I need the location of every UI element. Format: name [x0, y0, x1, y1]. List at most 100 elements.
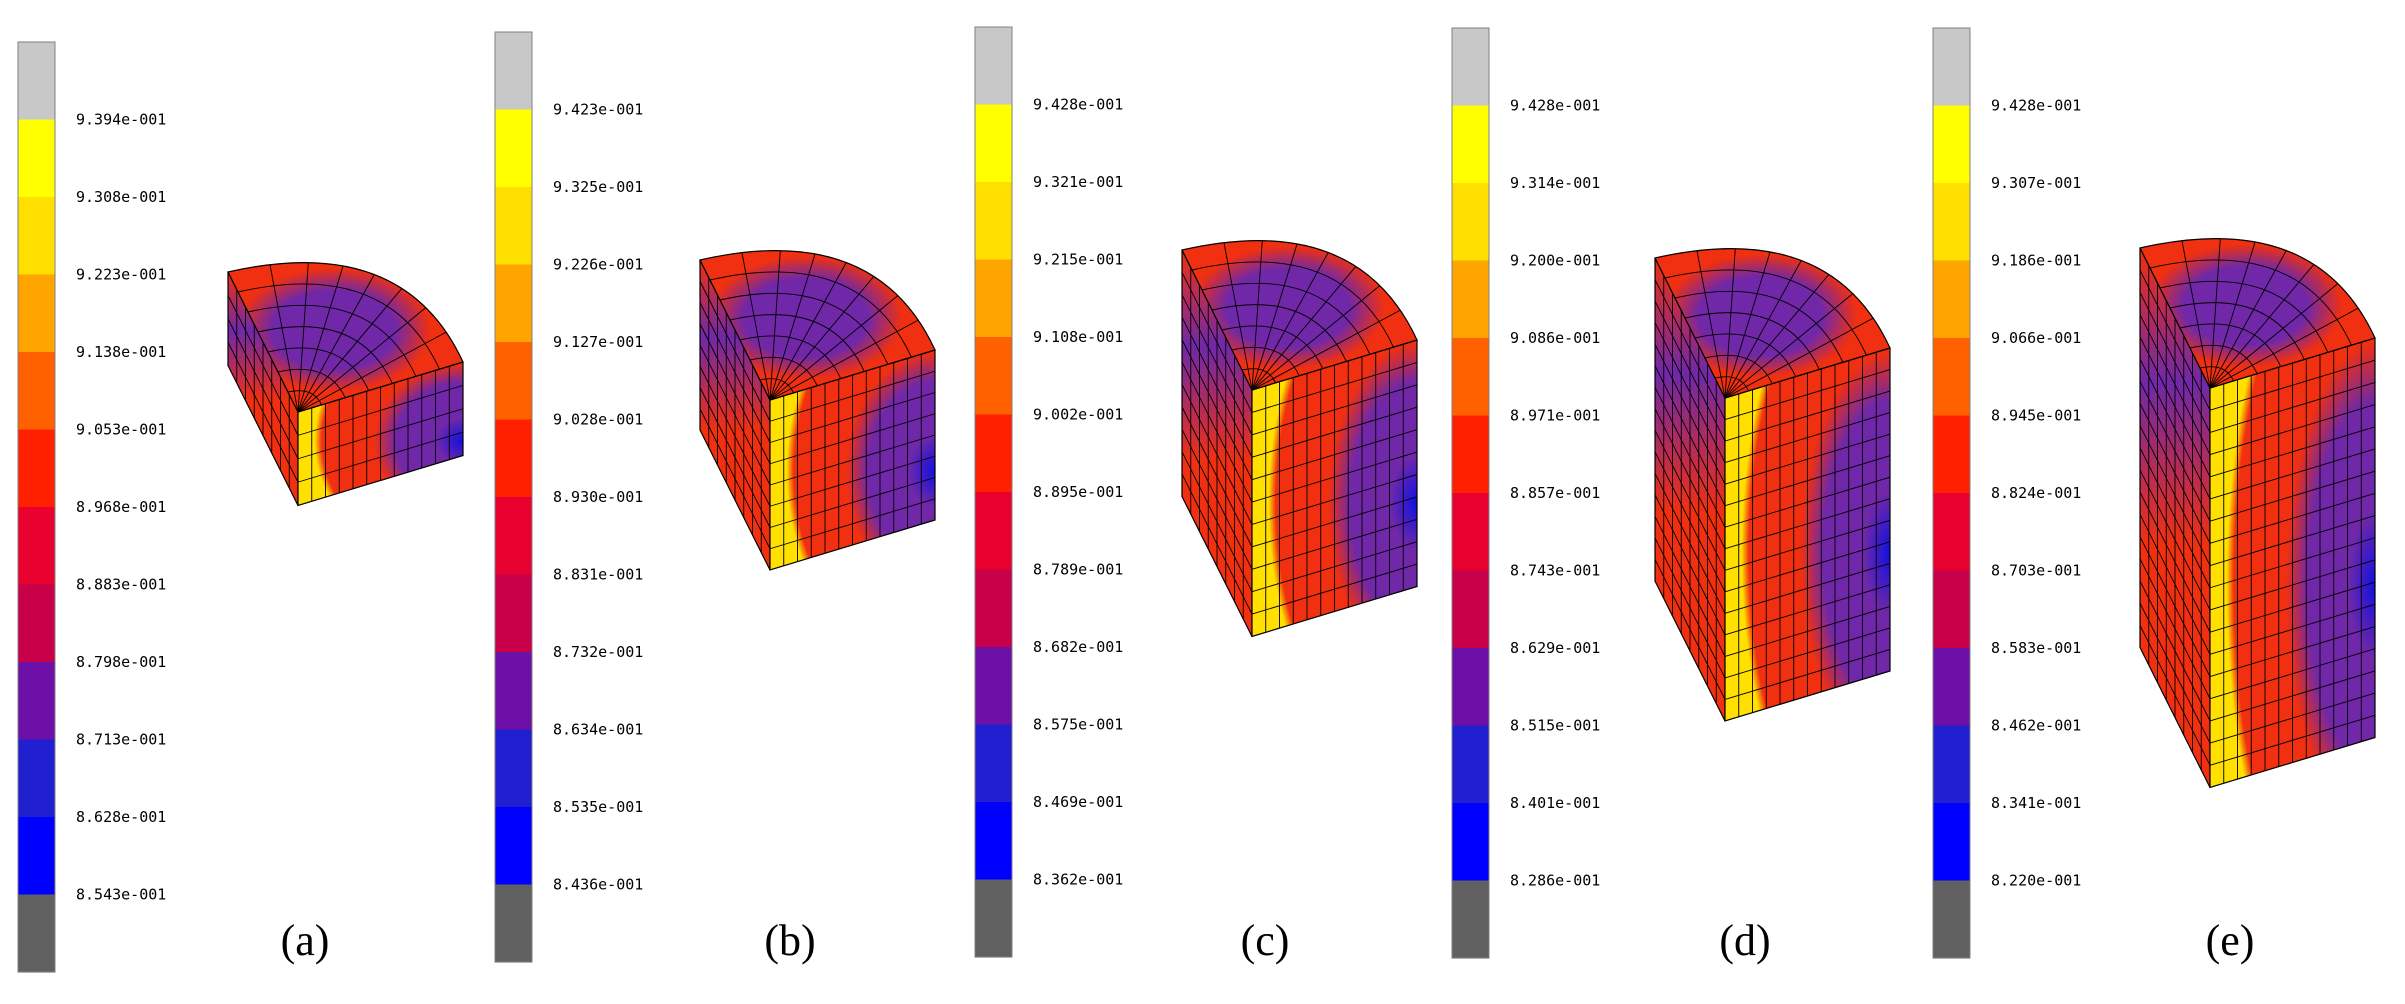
mesh-cylinder	[699, 250, 936, 571]
mesh-grid	[1181, 240, 1418, 633]
colorbar-tick-label: 8.968e-001	[76, 498, 166, 516]
panel-label: (b)	[764, 916, 815, 965]
colorbar-segment	[1452, 648, 1489, 727]
colorbar-frame	[1932, 27, 1971, 959]
colorbar-tick-label: 9.394e-001	[76, 111, 166, 129]
panel-a: 9.394e-001 9.308e-001 9.223e-001 9.138e-001…	[17, 41, 464, 973]
colorbar-segment	[1452, 338, 1489, 417]
colorbar-segment	[495, 342, 532, 421]
colorbar-segment	[1452, 183, 1489, 262]
colorbar-segment	[18, 662, 55, 741]
colorbar-frame	[17, 41, 56, 973]
colorbar-tick-label: 8.883e-001	[76, 576, 166, 594]
colorbar-tick-label: 8.401e-001	[1510, 794, 1600, 812]
panel-label: (d)	[1719, 916, 1770, 965]
colorbar-segment	[1452, 415, 1489, 494]
colorbar-tick-label: 8.634e-001	[553, 721, 643, 739]
colorbar-tick-label: 9.108e-001	[1033, 328, 1123, 346]
colorbar-tick-label: 8.798e-001	[76, 653, 166, 671]
mesh-grid	[699, 250, 936, 566]
colorbar-segment	[495, 109, 532, 188]
colorbar-segment	[495, 729, 532, 808]
colorbar-segment	[1933, 570, 1970, 649]
colorbar-tick-label: 8.535e-001	[553, 798, 643, 816]
colorbar-segment	[18, 119, 55, 198]
colorbar-segment	[975, 802, 1012, 881]
colorbar-frame	[494, 31, 533, 963]
colorbar-segment	[1452, 880, 1489, 959]
colorbar-tick-label: 9.321e-001	[1033, 173, 1123, 191]
colorbar-segment	[1933, 105, 1970, 184]
colorbar-segment	[495, 884, 532, 963]
colorbar-segment	[1452, 493, 1489, 572]
colorbar-tick-label: 8.857e-001	[1510, 484, 1600, 502]
colorbar-tick-label: 9.127e-001	[553, 333, 643, 351]
colorbar-tick-label: 8.462e-001	[1991, 717, 2081, 735]
panel-d: 9.428e-001 9.314e-001 9.200e-001 9.086e-001…	[1451, 27, 1891, 965]
colorbar-tick-label: 9.053e-001	[76, 421, 166, 439]
colorbar-segment	[1452, 725, 1489, 804]
colorbar-tick-label: 9.223e-001	[76, 266, 166, 284]
colorbar-tick-label: 8.575e-001	[1033, 716, 1123, 734]
colorbar-tick-label: 9.066e-001	[1991, 329, 2081, 347]
colorbar-segment	[1933, 880, 1970, 959]
colorbar-tick-label: 8.682e-001	[1033, 638, 1123, 656]
colorbar-tick-label: 9.200e-001	[1510, 252, 1600, 270]
mesh-cylinder	[2139, 238, 2376, 789]
colorbar-tick-label: 9.186e-001	[1991, 252, 2081, 270]
panel-c: 9.428e-001 9.321e-001 9.215e-001 9.108e-001…	[974, 26, 1418, 965]
colorbar-tick-label: 8.930e-001	[553, 488, 643, 506]
colorbar-tick-label: 8.628e-001	[76, 808, 166, 826]
colorbar-tick-label: 8.945e-001	[1991, 407, 2081, 425]
colorbar-segment	[18, 352, 55, 431]
colorbar-frame	[974, 26, 1013, 958]
mesh-grid	[2139, 238, 2376, 784]
colorbar-tick-label: 8.341e-001	[1991, 794, 2081, 812]
panel-label: (a)	[281, 916, 330, 965]
colorbar-segment	[1933, 803, 1970, 882]
colorbar-tick-label: 8.895e-001	[1033, 483, 1123, 501]
colorbar-segment	[1933, 338, 1970, 417]
mesh-cylinder	[1654, 248, 1891, 722]
colorbar-segment	[975, 492, 1012, 571]
colorbar-tick-label: 8.543e-001	[76, 886, 166, 904]
mesh-grid	[1654, 248, 1891, 717]
colorbar-tick-label: 8.436e-001	[553, 876, 643, 894]
colorbar-segment	[975, 259, 1012, 338]
colorbar-segment	[495, 187, 532, 266]
colorbar-segment	[1933, 415, 1970, 494]
mesh-cylinder	[227, 262, 464, 507]
colorbar-tick-label: 9.428e-001	[1033, 96, 1123, 114]
colorbar-tick-label: 8.789e-001	[1033, 561, 1123, 579]
colorbar-segment	[18, 817, 55, 896]
colorbar-segment	[18, 507, 55, 586]
colorbar-segment	[1452, 28, 1489, 107]
colorbar-segment	[975, 104, 1012, 183]
colorbar-segment	[18, 42, 55, 121]
colorbar-tick-label: 8.703e-001	[1991, 562, 2081, 580]
colorbar-segment	[1933, 493, 1970, 572]
colorbar-tick-label: 8.831e-001	[553, 566, 643, 584]
colorbar-segment	[495, 32, 532, 111]
colorbar-segment	[495, 419, 532, 498]
colorbar-tick-label: 8.743e-001	[1510, 562, 1600, 580]
colorbar-segment	[1933, 725, 1970, 804]
colorbar-tick-label: 9.314e-001	[1510, 174, 1600, 192]
colorbar-tick-label: 9.086e-001	[1510, 329, 1600, 347]
colorbar-tick-label: 8.286e-001	[1510, 872, 1600, 890]
colorbar-tick-label: 9.215e-001	[1033, 251, 1123, 269]
colorbar-segment	[1933, 648, 1970, 727]
colorbar-tick-label: 8.629e-001	[1510, 639, 1600, 657]
colorbar-segment	[1452, 260, 1489, 339]
colorbar-tick-label: 9.325e-001	[553, 178, 643, 196]
panel-e: 9.428e-001 9.307e-001 9.186e-001 9.066e-001…	[1932, 27, 2376, 965]
colorbar-tick-label: 8.971e-001	[1510, 407, 1600, 425]
colorbar-segment	[1933, 260, 1970, 339]
colorbar-segment	[18, 584, 55, 663]
colorbar-tick-label: 9.138e-001	[76, 343, 166, 361]
colorbar-segment	[18, 739, 55, 818]
panel-label: (c)	[1241, 916, 1290, 965]
colorbar-tick-label: 9.423e-001	[553, 101, 643, 119]
colorbar-segment	[975, 879, 1012, 958]
